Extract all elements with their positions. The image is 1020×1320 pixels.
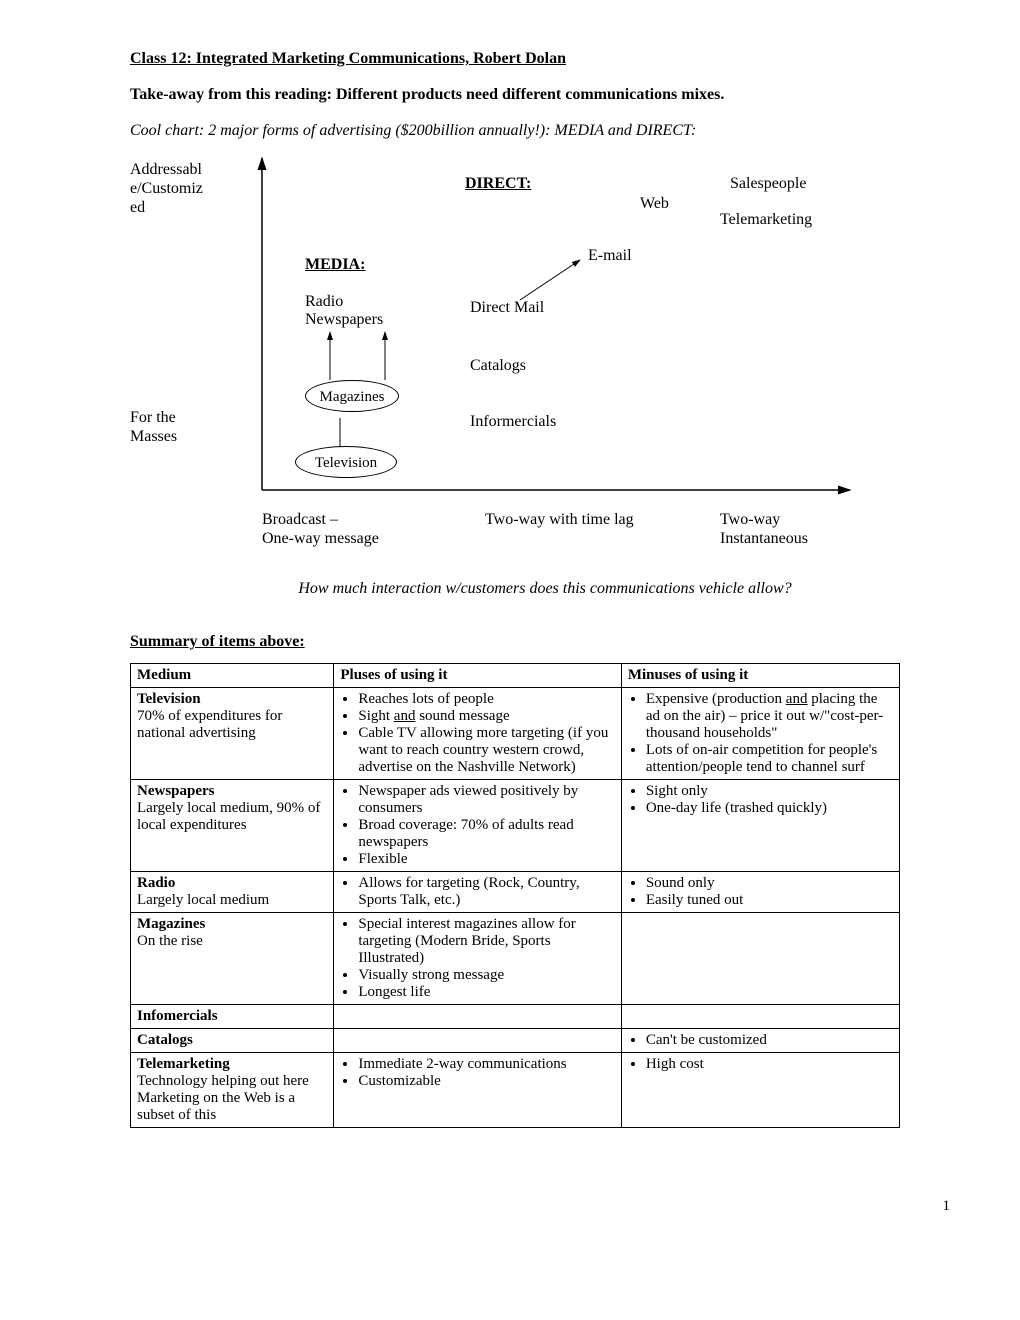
direct-header: DIRECT: bbox=[465, 174, 531, 193]
table-row: NewspapersLargely local medium, 90% of l… bbox=[131, 780, 900, 872]
y-top-3: ed bbox=[130, 199, 145, 216]
interaction-question: How much interaction w/customers does th… bbox=[130, 580, 960, 598]
takeaway-text: Take-away from this reading: Different p… bbox=[130, 86, 960, 104]
media-header: MEDIA: bbox=[305, 255, 365, 274]
col-minuses: Minuses of using it bbox=[621, 664, 899, 688]
table-row: Infomercials bbox=[131, 1005, 900, 1029]
telemarketing-label: Telemarketing bbox=[720, 210, 812, 229]
col-pluses: Pluses of using it bbox=[334, 664, 621, 688]
infomercials-label: Informercials bbox=[470, 412, 556, 431]
page-number: 1 bbox=[60, 1198, 950, 1215]
table-row: Television70% of expenditures for nation… bbox=[131, 688, 900, 780]
x-right-1: Two-way bbox=[720, 511, 780, 528]
magazines-oval: Magazines bbox=[305, 380, 399, 412]
y-top-1: Addressabl bbox=[130, 161, 202, 178]
page-title: Class 12: Integrated Marketing Communica… bbox=[130, 50, 960, 68]
television-oval: Television bbox=[295, 446, 397, 478]
table-row: CatalogsCan't be customized bbox=[131, 1029, 900, 1053]
table-row: RadioLargely local mediumAllows for targ… bbox=[131, 872, 900, 913]
col-medium: Medium bbox=[131, 664, 334, 688]
summary-header: Summary of items above: bbox=[130, 633, 960, 651]
media-direct-diagram: Addressabl e/Customiz ed For the Masses … bbox=[130, 150, 960, 570]
x-left-2: One-way message bbox=[262, 530, 379, 547]
radio-label: Radio bbox=[305, 292, 343, 311]
y-bot-1: For the bbox=[130, 409, 176, 426]
newspapers-label: Newspapers bbox=[305, 310, 383, 329]
table-row: TelemarketingTechnology helping out here… bbox=[131, 1053, 900, 1128]
salespeople-label: Salespeople bbox=[730, 174, 806, 193]
y-bot-2: Masses bbox=[130, 428, 177, 445]
cool-chart-caption: Cool chart: 2 major forms of advertising… bbox=[130, 122, 960, 140]
email-label: E-mail bbox=[588, 246, 632, 265]
x-mid: Two-way with time lag bbox=[485, 510, 634, 529]
direct-mail-label: Direct Mail bbox=[470, 298, 544, 317]
table-row: MagazinesOn the riseSpecial interest mag… bbox=[131, 913, 900, 1005]
x-left-1: Broadcast – bbox=[262, 511, 338, 528]
y-top-2: e/Customiz bbox=[130, 180, 203, 197]
summary-table: Medium Pluses of using it Minuses of usi… bbox=[130, 663, 900, 1128]
catalogs-label: Catalogs bbox=[470, 356, 526, 375]
web-label: Web bbox=[640, 194, 669, 213]
x-right-2: Instantaneous bbox=[720, 530, 808, 547]
